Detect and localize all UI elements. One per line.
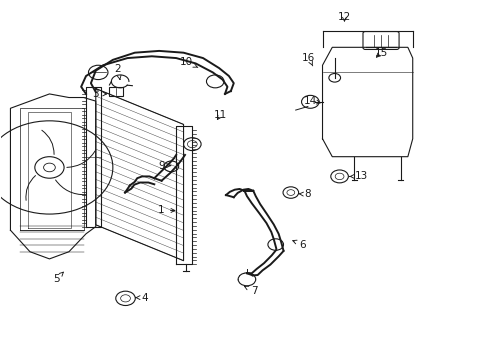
Text: 7: 7 [244, 286, 257, 296]
Text: 16: 16 [302, 53, 315, 66]
Text: 3: 3 [92, 89, 106, 99]
Text: 15: 15 [374, 48, 387, 58]
Text: 2: 2 [114, 64, 121, 80]
Text: 14: 14 [303, 96, 320, 106]
Text: 10: 10 [179, 57, 198, 67]
Text: 5: 5 [53, 272, 63, 284]
Text: 6: 6 [292, 239, 305, 249]
Text: 11: 11 [213, 111, 226, 121]
Text: 8: 8 [298, 189, 310, 199]
Text: 12: 12 [337, 12, 350, 22]
Text: 9: 9 [158, 161, 170, 171]
Text: 1: 1 [158, 206, 175, 216]
Text: 4: 4 [135, 293, 147, 303]
Text: 13: 13 [348, 171, 367, 181]
